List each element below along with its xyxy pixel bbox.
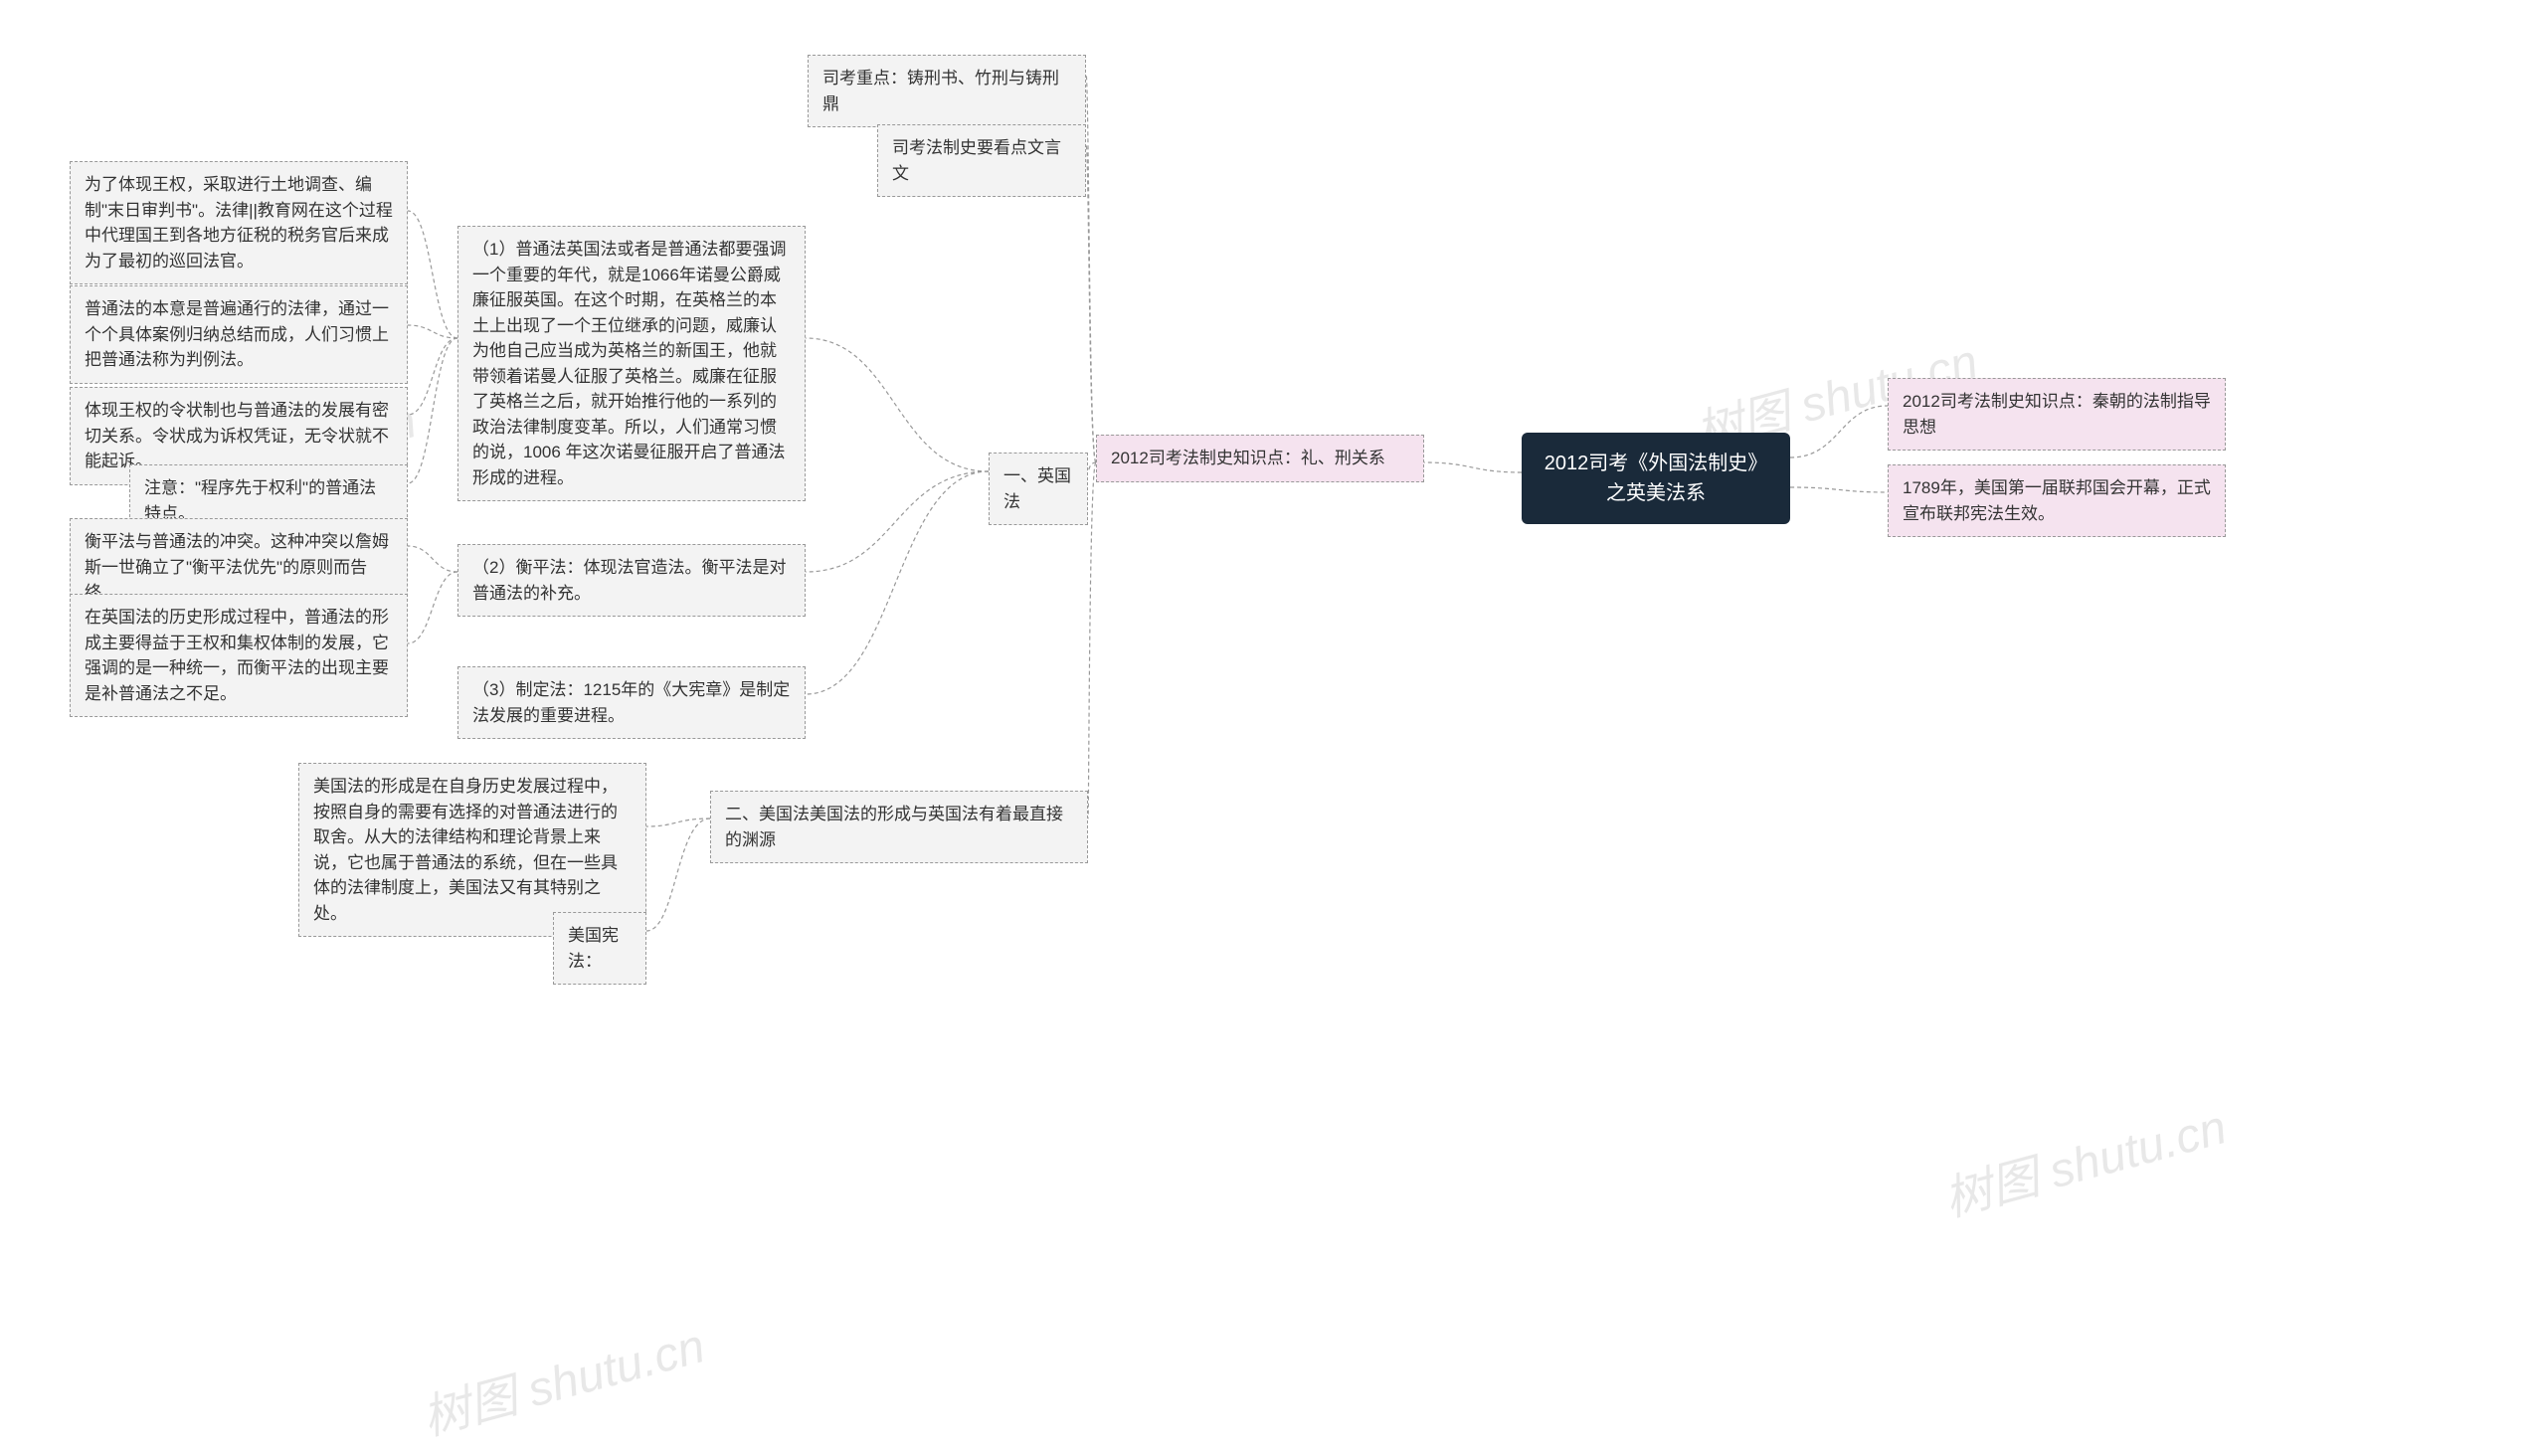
l3b-text: 司考法制史要看点文言文 bbox=[892, 138, 1061, 183]
e2-node: （2）衡平法：体现法官造法。衡平法是对普通法的补充。 bbox=[457, 544, 806, 617]
right-node-1: 2012司考法制史知识点：秦朝的法制指导思想 bbox=[1888, 378, 2226, 451]
e2a-text: 衡平法与普通法的冲突。这种冲突以詹姆斯一世确立了"衡平法优先"的原则而告终。 bbox=[85, 532, 389, 602]
l3b-node: 司考法制史要看点文言文 bbox=[877, 124, 1086, 197]
e1b-text: 普通法的本意是普遍通行的法律，通过一个个具体案例归纳总结而成，人们习惯上把普通法… bbox=[85, 299, 389, 369]
center-node: 2012司考《外国法制史》之英美法系 bbox=[1522, 433, 1790, 524]
left-main-text: 2012司考法制史知识点：礼、刑关系 bbox=[1111, 449, 1385, 467]
right-node-1-text: 2012司考法制史知识点：秦朝的法制指导思想 bbox=[1903, 392, 2211, 437]
e1b-node: 普通法的本意是普遍通行的法律，通过一个个具体案例归纳总结而成，人们习惯上把普通法… bbox=[70, 285, 408, 384]
l3d-text: 二、美国法美国法的形成与英国法有着最直接的渊源 bbox=[725, 805, 1063, 849]
u1-text: 美国法的形成是在自身历史发展过程中，按照自身的需要有选择的对普通法进行的取舍。从… bbox=[313, 777, 618, 923]
e1c-text: 体现王权的令状制也与普通法的发展有密切关系。令状成为诉权凭证，无令状就不能起诉。 bbox=[85, 401, 389, 470]
right-node-2-text: 1789年，美国第一届联邦国会开幕，正式宣布联邦宪法生效。 bbox=[1903, 478, 2211, 523]
l3c-node: 一、英国法 bbox=[989, 453, 1088, 525]
watermark: 树图 shutu.cn bbox=[1935, 1088, 2233, 1230]
e2b-node: 在英国法的历史形成过程中，普通法的形成主要得益于王权和集权体制的发展，它强调的是… bbox=[70, 594, 408, 717]
u2-node: 美国宪法： bbox=[553, 912, 646, 985]
e1d-text: 注意："程序先于权利"的普通法特点。 bbox=[144, 478, 376, 523]
l3d-node: 二、美国法美国法的形成与英国法有着最直接的渊源 bbox=[710, 791, 1088, 863]
watermark: 树图 shutu.cn bbox=[414, 1307, 711, 1449]
e2b-text: 在英国法的历史形成过程中，普通法的形成主要得益于王权和集权体制的发展，它强调的是… bbox=[85, 608, 389, 703]
u1-node: 美国法的形成是在自身历史发展过程中，按照自身的需要有选择的对普通法进行的取舍。从… bbox=[298, 763, 646, 937]
l3a-text: 司考重点：铸刑书、竹刑与铸刑鼎 bbox=[822, 69, 1059, 113]
l3c-text: 一、英国法 bbox=[1003, 466, 1071, 511]
e2-text: （2）衡平法：体现法官造法。衡平法是对普通法的补充。 bbox=[472, 558, 786, 603]
left-main-node: 2012司考法制史知识点：礼、刑关系 bbox=[1096, 435, 1424, 482]
e3-node: （3）制定法：1215年的《大宪章》是制定法发展的重要进程。 bbox=[457, 666, 806, 739]
e1a-text: 为了体现王权，采取进行土地调查、编制"末日审判书"。法律||教育网在这个过程中代… bbox=[85, 175, 393, 271]
l3a-node: 司考重点：铸刑书、竹刑与铸刑鼎 bbox=[808, 55, 1086, 127]
e3-text: （3）制定法：1215年的《大宪章》是制定法发展的重要进程。 bbox=[472, 680, 790, 725]
center-text: 2012司考《外国法制史》之英美法系 bbox=[1545, 453, 1768, 504]
u2-text: 美国宪法： bbox=[568, 926, 619, 971]
e1-text: （1）普通法英国法或者是普通法都要强调一个重要的年代，就是1066年诺曼公爵威廉… bbox=[472, 240, 786, 487]
e1-node: （1）普通法英国法或者是普通法都要强调一个重要的年代，就是1066年诺曼公爵威廉… bbox=[457, 226, 806, 501]
right-node-2: 1789年，美国第一届联邦国会开幕，正式宣布联邦宪法生效。 bbox=[1888, 464, 2226, 537]
e1a-node: 为了体现王权，采取进行土地调查、编制"末日审判书"。法律||教育网在这个过程中代… bbox=[70, 161, 408, 284]
